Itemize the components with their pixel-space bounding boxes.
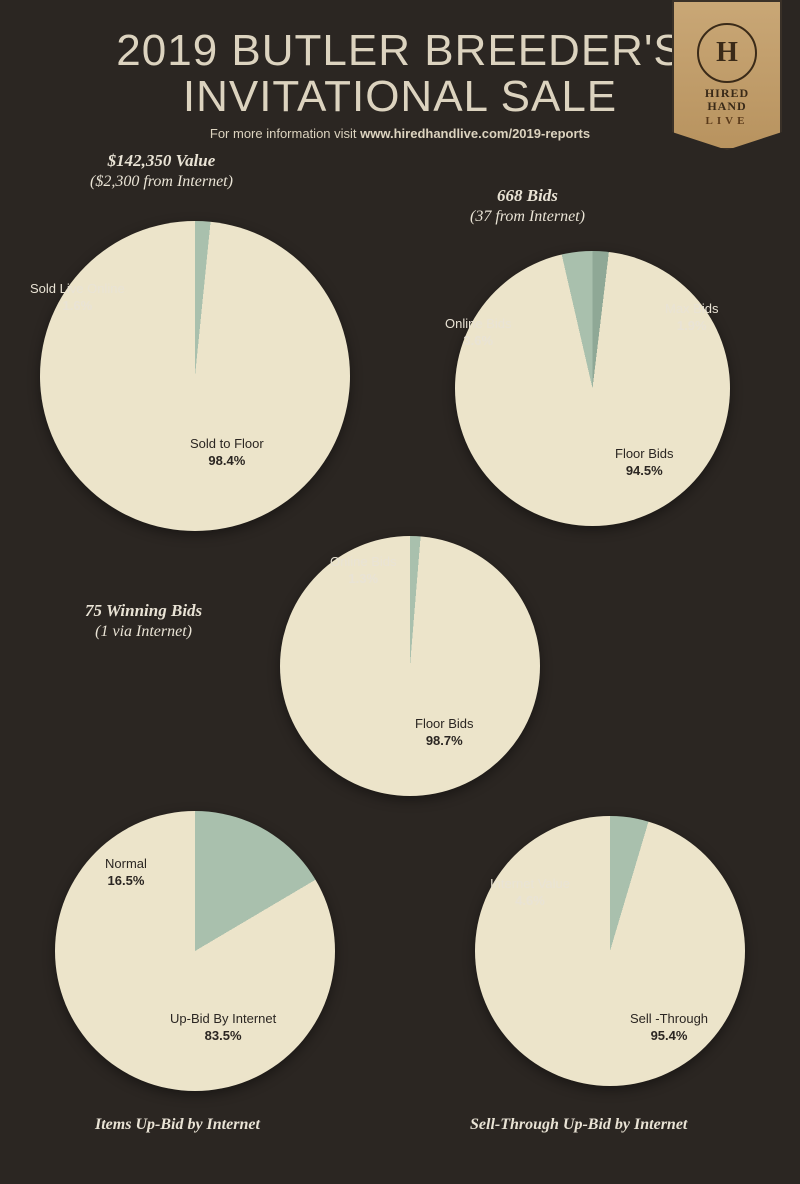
logo-monogram: H (697, 23, 757, 83)
slice-label: Sold to Floor98.4% (190, 436, 264, 470)
header: 2019 BUTLER BREEDER'S INVITATIONAL SALE … (0, 0, 800, 141)
caption-winning: 75 Winning Bids (1 via Internet) (85, 601, 202, 641)
slice-pct: 98.4% (190, 453, 264, 470)
brand-bot: LIVE (706, 115, 749, 127)
slice-pct: 1.9% (665, 318, 718, 335)
slice-pct: 16.5% (105, 873, 147, 890)
brand-mid: HAND (707, 99, 746, 113)
slice-pct: 1.6% (30, 298, 125, 315)
slice-label: Sell -Through95.4% (630, 1011, 708, 1045)
caption-sub: (37 from Internet) (470, 208, 585, 226)
caption-bold: 75 Winning Bids (85, 601, 202, 621)
slice-name: Sell -Through (630, 1011, 708, 1028)
caption-bids: 668 Bids (37 from Internet) (470, 186, 585, 226)
slice-name: Sold Live Online (30, 281, 125, 298)
slice-name: Up-Bid By Internet (170, 1011, 276, 1028)
slice-pct: 1.3% (330, 571, 396, 588)
slice-name: Floor Bids (615, 446, 674, 463)
slice-name: Normal (105, 856, 147, 873)
slice-name: Max Bids (665, 301, 718, 318)
slice-label: Sold Live Online1.6% (30, 281, 125, 315)
slice-pct: 83.5% (170, 1028, 276, 1045)
brand-top: HIRED (705, 86, 749, 100)
slice-label: Online Bids3.6% (445, 316, 511, 350)
pie-sellthrough (475, 816, 745, 1086)
slice-label: Online Bids1.3% (330, 554, 396, 588)
slice-label: Internet Value4.6% (490, 876, 570, 910)
chart-winning: Online Bids1.3% Floor Bids98.7% (280, 536, 540, 796)
chart-sellthrough: Internet Value4.6% Sell -Through95.4% (475, 816, 745, 1086)
subtitle-pre: For more information visit (210, 126, 360, 141)
slice-name: Sold to Floor (190, 436, 264, 453)
slice-name: Internet Value (490, 876, 570, 893)
slice-name: Online Bids (445, 316, 511, 333)
pie-winning (280, 536, 540, 796)
slice-label: Floor Bids98.7% (415, 716, 474, 750)
logo-brand: HIRED HAND LIVE (705, 87, 749, 127)
caption-bold: $142,350 Value (90, 151, 233, 171)
slice-label: Max Bids1.9% (665, 301, 718, 335)
footer-sellthrough: Sell-Through Up-Bid by Internet (470, 1116, 687, 1134)
slice-label: Up-Bid By Internet83.5% (170, 1011, 276, 1045)
slice-pct: 94.5% (615, 463, 674, 480)
chart-bids: Online Bids3.6%Max Bids1.9%Floor Bids94.… (455, 251, 730, 526)
brand-logo: H HIRED HAND LIVE (672, 0, 782, 150)
pie-bids (455, 251, 730, 526)
slice-pct: 3.6% (445, 333, 511, 350)
caption-bold: 668 Bids (470, 186, 585, 206)
slice-label: Normal16.5% (105, 856, 147, 890)
chart-upbid: Normal16.5% Up-Bid By Internet83.5% (55, 811, 335, 1091)
slice-pct: 95.4% (630, 1028, 708, 1045)
title-line2: INVITATIONAL SALE (183, 72, 617, 121)
footer-upbid: Items Up-Bid by Internet (95, 1116, 260, 1134)
title-line1: 2019 BUTLER BREEDER'S (116, 26, 683, 75)
pie-value (40, 221, 350, 531)
slice-label: Floor Bids94.5% (615, 446, 674, 480)
caption-value: $142,350 Value ($2,300 from Internet) (90, 151, 233, 191)
charts-canvas: Sold Live Online1.6%Sold to Floor98.4%$1… (0, 141, 800, 1161)
slice-name: Online Bids (330, 554, 396, 571)
caption-sub: ($2,300 from Internet) (90, 173, 233, 191)
slice-pct: 98.7% (415, 733, 474, 750)
slice-pct: 4.6% (490, 893, 570, 910)
subtitle-url: www.hiredhandlive.com/2019-reports (360, 126, 590, 141)
chart-value: Sold Live Online1.6%Sold to Floor98.4% (40, 221, 350, 531)
caption-sub: (1 via Internet) (85, 623, 202, 641)
pie-upbid (55, 811, 335, 1091)
slice-name: Floor Bids (415, 716, 474, 733)
